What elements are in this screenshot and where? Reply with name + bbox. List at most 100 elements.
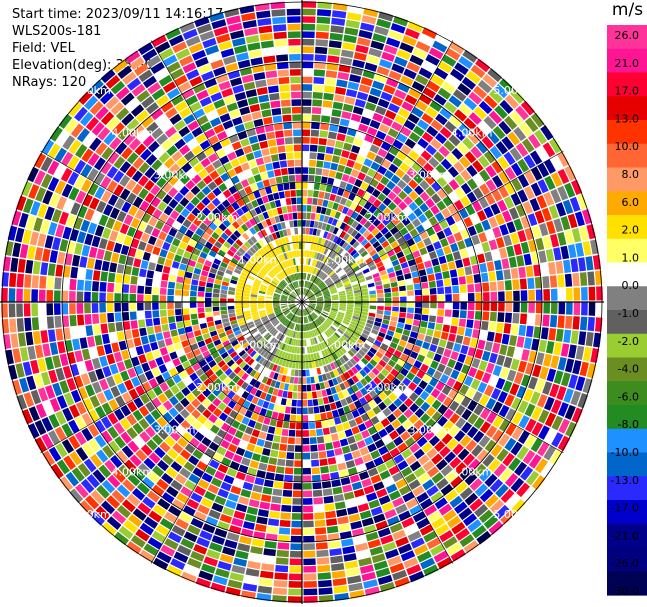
gate-cell — [381, 159, 392, 169]
gate-cell — [164, 126, 177, 138]
gate-cell — [287, 167, 295, 175]
gate-cell — [408, 479, 421, 491]
gate-cell — [148, 334, 157, 343]
gate-cell — [378, 391, 388, 401]
gate-cell — [350, 262, 358, 269]
gate-cell — [70, 266, 79, 279]
gate-cell — [460, 293, 467, 302]
gate-cell — [363, 242, 372, 250]
gate-cell — [73, 217, 84, 230]
gate-cell — [314, 375, 320, 383]
gate-cell — [322, 427, 331, 435]
gate-cell — [23, 198, 34, 214]
gate-cell — [280, 303, 288, 306]
gate-cell — [373, 395, 383, 405]
colorbar-tick-label: 6.0 — [622, 196, 640, 209]
gate-cell — [360, 238, 369, 247]
gate-cell — [195, 368, 205, 377]
gate-cell — [283, 290, 290, 295]
gate-cell — [565, 302, 573, 315]
gate-cell — [258, 290, 266, 295]
gate-cell — [288, 573, 302, 581]
gate-cell — [381, 434, 392, 445]
gate-cell — [251, 311, 259, 316]
gate-cell — [293, 338, 297, 346]
gate-cell — [187, 382, 197, 392]
gate-cell — [270, 503, 281, 512]
gate-cell — [237, 99, 249, 109]
gate-cell — [201, 70, 215, 82]
gate-cell — [302, 407, 308, 415]
gate-cell — [231, 564, 246, 575]
gate-cell — [231, 436, 241, 446]
gate-cell — [536, 194, 548, 209]
gate-cell — [243, 310, 251, 315]
gate-cell — [400, 296, 407, 302]
gate-cell — [272, 364, 278, 372]
gate-cell — [249, 350, 257, 358]
gate-cell — [368, 47, 382, 58]
gate-cell — [88, 409, 100, 423]
gate-cell — [267, 464, 277, 473]
gate-cell — [454, 174, 466, 186]
gate-cell — [151, 127, 164, 140]
gate-cell — [168, 505, 182, 517]
gate-cell — [10, 257, 19, 273]
gate-cell — [359, 317, 367, 323]
gate-cell — [272, 303, 280, 306]
gate-cell — [326, 62, 339, 71]
gate-cell — [289, 61, 301, 69]
gate-cell — [246, 506, 259, 516]
gate-cell — [340, 373, 347, 382]
gate-cell — [165, 361, 175, 371]
gate-cell — [84, 233, 94, 246]
gate-cell — [211, 364, 220, 373]
gate-cell — [156, 94, 170, 107]
gate-cell — [261, 359, 269, 367]
gate-cell — [308, 315, 313, 322]
gate-cell — [291, 307, 297, 312]
range-ring-label: 4.00km — [112, 126, 154, 139]
colorbar-tick-label: -13.0 — [611, 474, 639, 487]
gate-cell — [412, 345, 421, 354]
gate-cell — [267, 518, 280, 527]
gate-cell — [348, 4, 364, 14]
gate-cell — [424, 335, 433, 343]
gate-cell — [192, 217, 202, 227]
gate-cell — [391, 96, 404, 107]
gate-cell — [389, 276, 397, 283]
gate-cell — [199, 251, 208, 260]
gate-cell — [155, 263, 164, 273]
gate-cell — [356, 91, 369, 101]
gate-cell — [483, 115, 497, 130]
gate-cell — [295, 289, 299, 296]
gate-cell — [384, 245, 393, 253]
gate-cell — [181, 88, 195, 100]
gate-cell — [56, 196, 67, 211]
gate-cell — [430, 294, 437, 302]
gate-cell — [361, 291, 369, 296]
gate-cell — [165, 107, 178, 119]
gate-cell — [132, 196, 144, 208]
gate-cell — [261, 109, 272, 118]
gate-cell — [321, 420, 329, 428]
gate-cell — [4, 240, 14, 256]
gate-cell — [306, 250, 310, 258]
gate-cell — [47, 222, 58, 236]
gate-cell — [222, 340, 231, 347]
gate-cell — [332, 263, 339, 270]
gate-cell — [415, 74, 429, 86]
gate-cell — [455, 417, 466, 429]
gate-cell — [262, 211, 270, 220]
gate-cell — [463, 117, 477, 131]
gate-cell — [77, 361, 87, 374]
gate-cell — [251, 538, 265, 547]
gate-cell — [231, 201, 240, 211]
gate-cell — [323, 247, 329, 255]
gate-cell — [192, 467, 204, 478]
gate-cell — [490, 291, 498, 302]
gate-cell — [475, 141, 489, 154]
gate-cell — [280, 99, 291, 107]
gate-cell — [303, 513, 314, 520]
gate-cell — [242, 582, 258, 592]
